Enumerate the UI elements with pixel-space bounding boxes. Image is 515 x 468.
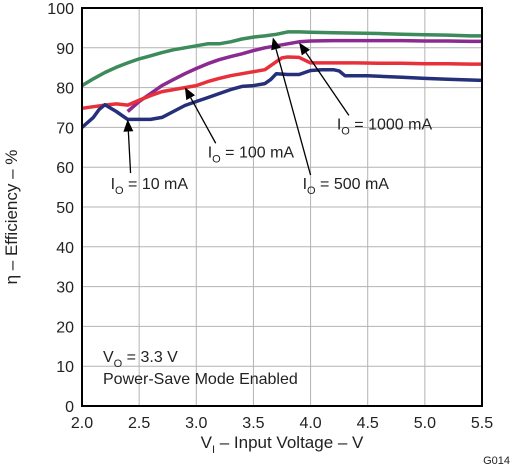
x-tick-labels: 2.0 2.5 3.0 3.5 4.0 4.5 5.0 5.5 [71, 415, 493, 432]
annotation-leader [275, 48, 312, 176]
y-tick-label: 30 [56, 280, 74, 297]
note-v-rest: = 3.3 V [122, 349, 178, 366]
figure-id: G014 [483, 455, 510, 467]
x-tick-label: 4.5 [357, 415, 379, 432]
annotation-arrowhead [184, 87, 195, 101]
annotation-label-subscript: O [341, 125, 350, 137]
y-tick-label: 70 [56, 120, 74, 137]
x-tick-label: 4.0 [299, 415, 321, 432]
annotation-label: IO = 100 mA [208, 144, 295, 165]
series-lines [80, 30, 483, 129]
series-line-100ma [81, 55, 482, 111]
y-tick-label: 0 [65, 399, 74, 416]
annotation-label-subscript: O [307, 185, 316, 197]
annotation-arrowhead [299, 42, 310, 56]
y-tick-label: 10 [56, 359, 74, 376]
annotation-label: IO = 1000 mA [337, 116, 433, 137]
annotation-label-rest: = 500 mA [316, 176, 390, 193]
annotation-label-rest: = 100 mA [221, 144, 295, 161]
annotation-label-main: I [111, 176, 115, 193]
annotation-leader [127, 131, 132, 174]
annotation-label-rest: = 1000 mA [350, 116, 433, 133]
y-tick-label: 80 [56, 81, 74, 98]
x-tick-label: 5.0 [414, 415, 436, 432]
y-tick-label: 90 [56, 41, 74, 58]
annotation-leader [190, 97, 217, 144]
x-tick-label: 3.0 [185, 415, 207, 432]
note-output-voltage: VO = 3.3 V [103, 349, 178, 370]
grid [81, 7, 483, 407]
series-line-10ma [80, 67, 483, 129]
y-tick-label: 40 [56, 240, 74, 257]
annotation-label: IO = 500 mA [303, 176, 390, 197]
annotation-label-main: I [303, 176, 307, 193]
annotation-label-main: I [337, 116, 341, 133]
annotation-label-main: I [208, 144, 212, 161]
annotation-label: IO = 10 mA [111, 176, 189, 197]
annotation-label-subscript: O [115, 185, 124, 197]
x-axis-label: VI – Input Voltage – V [201, 433, 364, 456]
x-axis-label-rest: – Input Voltage – V [215, 433, 364, 452]
annotation-leader [305, 52, 350, 116]
annotation-label-subscript: O [212, 153, 221, 165]
series-line-500ma [126, 38, 482, 113]
y-tick-label: 50 [56, 200, 74, 217]
note-v-subscript: O [114, 358, 123, 370]
note-power-save-mode: Power-Save Mode Enabled [103, 371, 298, 388]
x-tick-label: 2.0 [71, 415, 93, 432]
x-tick-label: 5.5 [471, 415, 493, 432]
y-tick-label: 60 [56, 160, 74, 177]
x-axis-label-main: V [201, 433, 213, 452]
y-tick-label: 100 [47, 1, 74, 18]
y-tick-labels: 0 10 20 30 40 50 60 70 80 90 100 [47, 1, 74, 416]
annotation-arrowhead [271, 37, 281, 51]
series-line-1000ma [81, 30, 482, 88]
y-axis-label: η – Efficiency – % [2, 150, 21, 285]
annotation-label-rest: = 10 mA [124, 176, 189, 193]
annotation-arrowhead [123, 119, 134, 132]
x-tick-label: 2.5 [128, 415, 150, 432]
plot-frame [81, 7, 483, 407]
x-axis-label-subscript: I [212, 444, 215, 456]
note-v-main: V [103, 349, 114, 366]
x-tick-label: 3.5 [242, 415, 264, 432]
y-tick-label: 20 [56, 319, 74, 336]
